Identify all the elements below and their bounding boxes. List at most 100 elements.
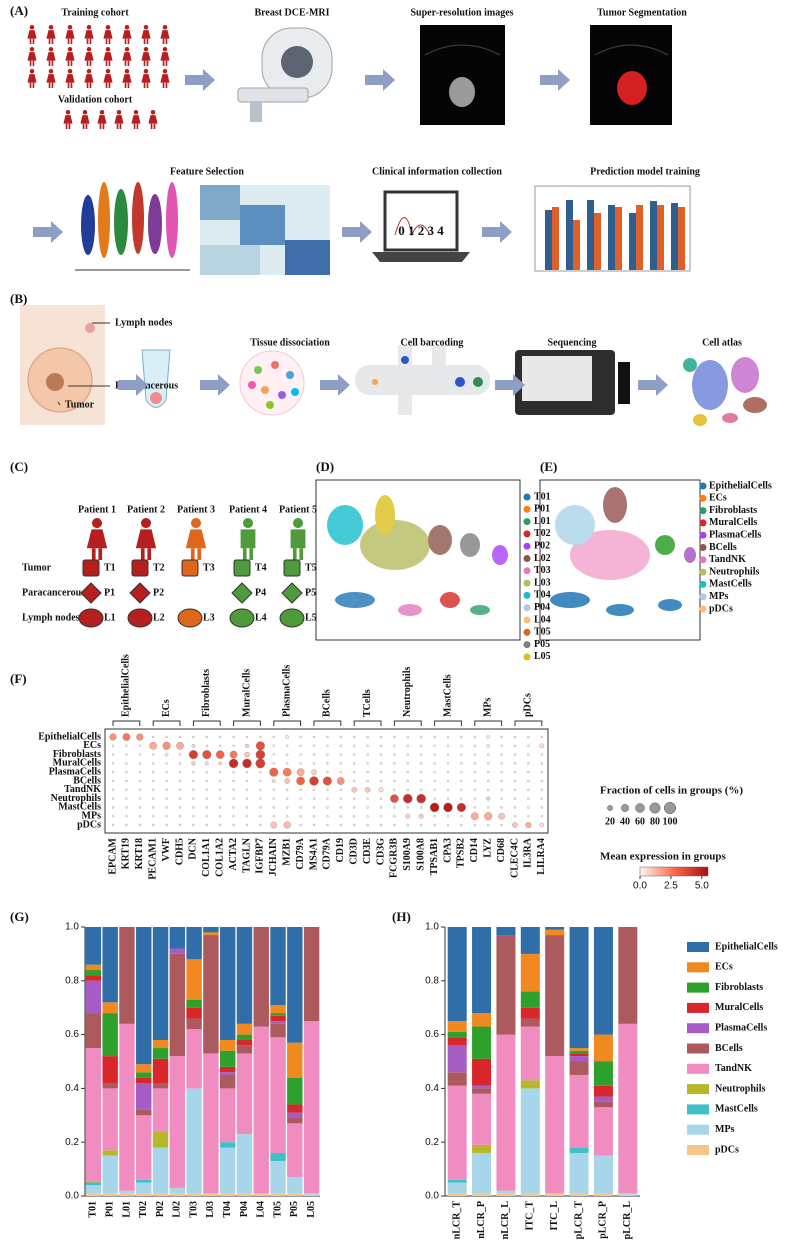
patient-label: Patient 1 bbox=[78, 504, 116, 515]
person-head bbox=[29, 47, 35, 52]
dot bbox=[272, 744, 275, 747]
legend-swatch bbox=[687, 1124, 709, 1135]
bar-segment bbox=[270, 1152, 286, 1162]
dot bbox=[487, 762, 490, 765]
gene-label: LILRA4 bbox=[536, 838, 547, 875]
size-tick-label: 100 bbox=[663, 816, 678, 827]
bar-segment bbox=[236, 1039, 253, 1046]
group-label: BCells bbox=[322, 689, 333, 717]
person-leg bbox=[29, 82, 32, 88]
bar-segment bbox=[569, 1193, 589, 1196]
gene-label: EPCAM bbox=[107, 837, 118, 874]
cohort-label: Validation cohort bbox=[58, 94, 133, 105]
legend-label: T01 bbox=[534, 491, 551, 502]
dot bbox=[393, 788, 396, 791]
dot bbox=[138, 788, 141, 791]
dot bbox=[165, 735, 168, 739]
dot bbox=[406, 771, 409, 774]
bar-segment bbox=[472, 1144, 492, 1153]
person-leg bbox=[292, 548, 297, 560]
dot bbox=[205, 779, 208, 783]
dot bbox=[406, 823, 409, 827]
lymph-sample bbox=[127, 608, 153, 628]
bar-segment bbox=[447, 1085, 467, 1180]
dot bbox=[272, 762, 275, 765]
dot bbox=[219, 823, 222, 827]
dot bbox=[165, 788, 168, 791]
bar-segment bbox=[520, 927, 540, 954]
bar-segment bbox=[520, 1080, 540, 1089]
dot bbox=[500, 823, 503, 827]
bar-segment bbox=[447, 1179, 467, 1183]
bar-segment bbox=[219, 927, 236, 1040]
person-body bbox=[27, 74, 37, 83]
gene-label: CLEC4C bbox=[509, 838, 520, 878]
legend-swatch bbox=[687, 962, 709, 973]
dot bbox=[513, 753, 517, 756]
bar-segment bbox=[270, 1193, 286, 1196]
dot bbox=[379, 771, 383, 774]
person-head bbox=[162, 25, 168, 30]
dot bbox=[339, 788, 342, 791]
group-bracket bbox=[514, 720, 543, 726]
person-head bbox=[86, 69, 92, 74]
bar-segment bbox=[102, 1150, 118, 1156]
person-head bbox=[242, 518, 254, 529]
dot bbox=[165, 762, 168, 765]
dot bbox=[269, 767, 279, 777]
size-key bbox=[663, 801, 677, 815]
dot bbox=[513, 797, 517, 800]
bar-segment bbox=[186, 1007, 202, 1019]
x-tick-label: ITC_T bbox=[525, 1201, 536, 1231]
bar-segment bbox=[85, 1181, 102, 1183]
dot bbox=[286, 753, 289, 756]
x-tick-label: L03 bbox=[205, 1201, 216, 1218]
dot bbox=[473, 771, 476, 774]
legend-label: pDCs bbox=[709, 603, 733, 614]
bar-segment bbox=[447, 1031, 467, 1038]
bar-segment bbox=[593, 927, 613, 1035]
sample-label: T5 bbox=[305, 562, 317, 573]
legend-dot bbox=[523, 542, 531, 550]
dot bbox=[164, 752, 169, 757]
dot bbox=[393, 779, 396, 783]
legend-label: Fibroblasts bbox=[715, 982, 763, 993]
dot bbox=[259, 735, 262, 739]
person-leg bbox=[82, 123, 85, 129]
gene-label: ACTA2 bbox=[228, 838, 239, 871]
bar-segment bbox=[236, 1023, 253, 1035]
dot bbox=[460, 779, 463, 783]
gene-label: COL1A2 bbox=[214, 838, 225, 877]
person-head bbox=[67, 25, 73, 30]
y-tick-label: 1.0 bbox=[65, 922, 79, 933]
dot bbox=[364, 787, 371, 793]
group-bracket bbox=[313, 720, 342, 726]
dot bbox=[353, 744, 356, 747]
bar-segment bbox=[236, 1034, 253, 1040]
dot bbox=[379, 753, 383, 756]
dot bbox=[353, 806, 356, 809]
person-head bbox=[162, 69, 168, 74]
bar-segment bbox=[496, 1193, 516, 1196]
legend-dot bbox=[523, 505, 531, 513]
person-leg bbox=[68, 123, 71, 129]
dot bbox=[299, 797, 302, 800]
dot bbox=[420, 779, 423, 783]
bar-segment bbox=[472, 1085, 492, 1089]
sample-label: L4 bbox=[255, 612, 267, 623]
dot bbox=[286, 806, 289, 809]
dot bbox=[272, 753, 275, 756]
dot bbox=[473, 753, 476, 756]
person-leg bbox=[105, 60, 108, 66]
dot bbox=[420, 771, 423, 774]
dot bbox=[460, 735, 463, 739]
dot bbox=[473, 735, 476, 739]
legend-dot bbox=[523, 641, 531, 649]
gene-label: CPA3 bbox=[442, 838, 453, 863]
person-head bbox=[150, 110, 156, 115]
dot bbox=[540, 735, 543, 739]
arrow bbox=[185, 69, 215, 91]
dot bbox=[539, 822, 544, 828]
size-key bbox=[635, 803, 645, 813]
bar-segment bbox=[447, 1045, 467, 1073]
